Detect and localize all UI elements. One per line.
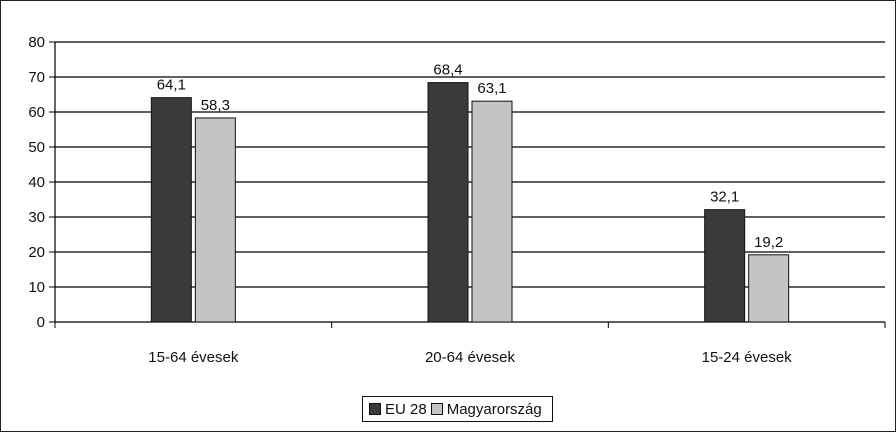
legend-item-eu28: EU 28 <box>369 401 427 418</box>
data-label-0-0: 64,1 <box>157 77 186 94</box>
legend-swatch-magyarorszag <box>430 403 443 415</box>
y-tick-label-60: 60 <box>28 104 45 121</box>
y-tick-label-0: 0 <box>37 314 45 331</box>
legend-label-eu28: EU 28 <box>385 400 427 418</box>
y-tick-label-40: 40 <box>28 174 45 191</box>
data-label-1-2: 19,2 <box>754 234 783 251</box>
y-tick-label-80: 80 <box>28 34 45 51</box>
data-label-0-1: 68,4 <box>433 62 462 79</box>
bar-0-0 <box>150 97 192 323</box>
bar-1-0 <box>194 117 236 323</box>
bar-0-2 <box>704 209 746 323</box>
y-tick-label-70: 70 <box>28 69 45 86</box>
bar-1-2 <box>748 254 790 323</box>
bar-1-1 <box>471 100 513 323</box>
legend: EU 28 Magyarország <box>362 396 553 422</box>
y-tick-label-50: 50 <box>28 139 45 156</box>
data-label-0-2: 32,1 <box>710 189 739 206</box>
y-tick-label-30: 30 <box>28 209 45 226</box>
legend-swatch-eu28 <box>369 403 381 415</box>
bar-0-1 <box>427 82 469 323</box>
x-tick-label-0: 15-64 évesek <box>148 349 239 366</box>
y-tick-label-20: 20 <box>28 244 45 261</box>
data-label-1-0: 58,3 <box>201 97 230 114</box>
legend-item-magyarorszag: Magyarország <box>430 400 542 418</box>
y-tick-label-10: 10 <box>28 279 45 296</box>
data-label-1-1: 63,1 <box>477 80 506 97</box>
legend-label-magyarorszag: Magyarország <box>446 400 542 418</box>
x-tick-label-1: 20-64 évesek <box>425 349 516 366</box>
x-tick-label-2: 15-24 évesek <box>702 349 793 366</box>
